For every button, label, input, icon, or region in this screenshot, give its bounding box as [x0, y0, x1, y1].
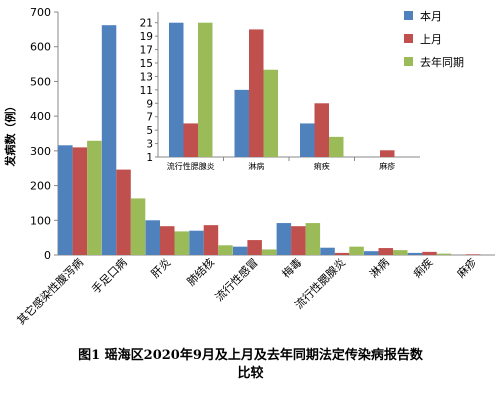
bar-last-month: [422, 251, 437, 255]
inset-bar-last-year: [198, 22, 213, 158]
bar-last-year: [305, 223, 321, 255]
bar-last-year: [261, 249, 277, 255]
inset-bar-current-month: [234, 89, 249, 157]
x-category-label: 淋病: [366, 255, 391, 280]
bar-last-year: [349, 246, 364, 255]
legend-swatch: [404, 34, 413, 43]
bar-current-month: [101, 25, 117, 255]
inset-category-label: 淋病: [248, 161, 264, 171]
x-category-label: 肺结核: [184, 255, 217, 288]
y-tick-label: 100: [30, 214, 51, 227]
x-category-label: 痢疾: [410, 255, 435, 280]
inset-bar-last-year: [329, 136, 344, 157]
y-tick-label: 400: [30, 110, 51, 123]
y-tick-label: 500: [30, 75, 51, 88]
legend-swatch: [404, 11, 413, 20]
bar-last-month: [203, 225, 219, 255]
legend-swatch: [404, 57, 413, 66]
bar-last-month: [72, 147, 88, 255]
inset-y-tick-label: 1: [146, 152, 153, 164]
bar-current-month: [276, 223, 292, 255]
inset-y-tick-label: 5: [146, 125, 153, 137]
inset-bar-last-month: [183, 123, 198, 157]
figure-caption-line2: 比较: [237, 366, 264, 381]
inset-bar-last-month: [380, 150, 395, 157]
bar-last-year: [218, 245, 233, 255]
bar-last-year: [174, 231, 189, 255]
inset-bar-last-month: [249, 29, 264, 157]
bar-current-month: [232, 246, 248, 255]
y-tick-label: 600: [30, 41, 51, 54]
y-tick-label: 200: [30, 180, 51, 193]
legend-label: 上月: [420, 33, 442, 46]
chart: 0 100 200 300 400 500 600 700 发病数（例） 其它感染性腹泻病 手足口病…: [3, 6, 495, 327]
inset-y-tick-label: 15: [140, 58, 153, 70]
bar-current-month: [58, 145, 73, 255]
x-category-label: 其它感染性腹泻病: [14, 255, 86, 327]
inset-y-tick-label: 17: [140, 45, 153, 57]
inset-category-label: 痢疾: [314, 161, 330, 171]
inset-bar-last-year: [263, 69, 278, 157]
inset-bar-current-month: [169, 22, 184, 158]
bar-last-month: [160, 226, 175, 255]
inset-y-tick-label: 19: [140, 31, 153, 43]
bar-last-month: [465, 254, 481, 255]
y-axis-title: 发病数（例）: [3, 101, 17, 168]
bar-current-month: [145, 220, 160, 255]
legend-label: 本月: [420, 9, 442, 23]
bar-last-year: [393, 250, 408, 255]
bar-last-month: [116, 169, 131, 255]
inset-category-label: 流行性腮腺炎: [167, 161, 215, 171]
bar-current-month: [320, 247, 335, 255]
y-tick-label: 0: [44, 249, 51, 262]
inset-y-tick-label: 9: [146, 98, 153, 110]
y-tick-label: 300: [30, 145, 51, 158]
inset-bar-last-month: [314, 103, 329, 157]
bar-last-year: [130, 198, 146, 255]
bar-current-month: [407, 252, 423, 255]
inset-y-tick-label: 3: [146, 139, 153, 151]
x-category-label: 手足口病: [89, 255, 130, 296]
bar-current-month: [364, 251, 379, 255]
bar-last-year: [87, 140, 102, 255]
inset-y-tick-label: 11: [140, 85, 153, 97]
bar-last-month: [247, 240, 262, 255]
bar-last-year: [436, 253, 452, 255]
x-category-label: 流行性感冒: [212, 255, 261, 304]
bar-last-month: [334, 252, 350, 255]
bar-last-month: [378, 248, 393, 255]
x-category-label: 梅毒: [279, 255, 304, 280]
x-category-label: 麻疹: [454, 255, 479, 280]
inset-y-tick-label: 13: [140, 71, 153, 83]
inset-y-tick-label: 7: [146, 112, 153, 124]
inset-bar-current-month: [300, 123, 315, 157]
x-category-label: 肝炎: [149, 256, 174, 281]
legend-label: 去年同期: [420, 55, 464, 69]
bar-last-month: [291, 226, 306, 255]
inset-category-label: 麻疹: [379, 161, 395, 171]
figure-caption-line1: 图1 瑶海区2020年9月及上月及去年同期法定传染病报告数: [78, 348, 423, 363]
bar-current-month: [189, 230, 204, 255]
y-tick-label: 700: [30, 6, 51, 19]
inset-y-tick-label: 21: [140, 18, 153, 30]
